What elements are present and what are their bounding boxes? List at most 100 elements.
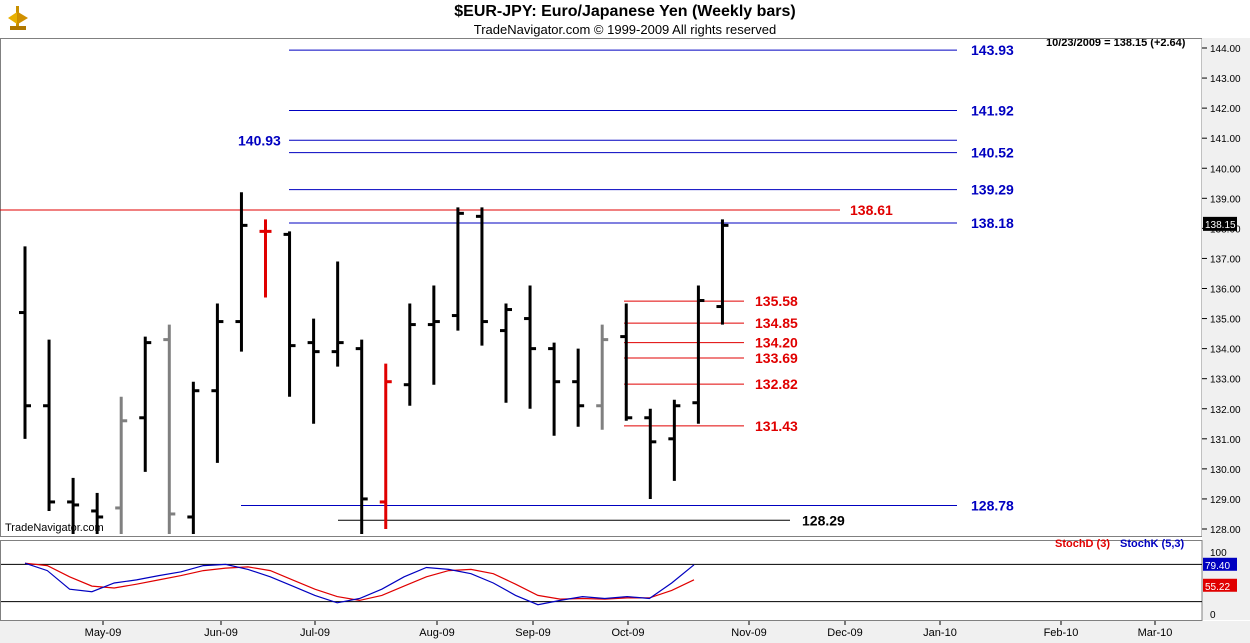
price-axis: 128.00 129.00 130.00 131.00 132.00 133.00 134.… xyxy=(1202,44,1241,536)
ohlc-bar xyxy=(115,396,128,534)
stochD-line xyxy=(24,562,695,602)
y-tick-label: 134.00 xyxy=(1210,345,1241,356)
ohlc-bar xyxy=(91,492,104,534)
stochK-line xyxy=(24,562,695,606)
time-axis-background xyxy=(0,621,1250,643)
ohlc-bar xyxy=(235,192,248,352)
ohlc-bar xyxy=(427,285,440,385)
ohlc-bar xyxy=(43,339,56,511)
level-label: 131.43 xyxy=(755,418,798,434)
ohlc-bar xyxy=(19,246,31,439)
x-tick-label: Jul-09 xyxy=(300,627,330,639)
y-tick-label: 131.00 xyxy=(1210,435,1241,446)
x-tick-label: Jan-10 xyxy=(923,627,957,639)
ohlc-bar xyxy=(644,408,657,499)
y-tick-label: 128.00 xyxy=(1210,525,1241,536)
stochD-value-box xyxy=(1203,578,1237,592)
ohlc-bar xyxy=(620,303,633,421)
level-label: 134.20 xyxy=(755,335,798,351)
ohlc-bars xyxy=(19,192,729,534)
ohlc-bar xyxy=(331,261,344,367)
stoch-panel-frame xyxy=(0,540,1203,621)
y-tick-label: 141.00 xyxy=(1210,134,1241,145)
ohlc-bar xyxy=(163,324,176,534)
stochD-legend: StochD (3) xyxy=(1055,538,1110,550)
level-label: 132.82 xyxy=(755,376,798,392)
ohlc-bar xyxy=(283,231,296,397)
stoch-tick-label: 0 xyxy=(1210,610,1216,621)
ohlc-bar xyxy=(187,381,200,534)
y-tick-label: 140.00 xyxy=(1210,164,1241,175)
x-tick-label: Feb-10 xyxy=(1044,627,1079,639)
x-tick-label: May-09 xyxy=(85,627,122,639)
y-tick-label: 129.00 xyxy=(1210,495,1241,506)
level-label: 138.61 xyxy=(850,202,893,218)
grid xyxy=(0,38,1250,643)
watermark: TradeNavigator.com xyxy=(5,522,104,534)
ohlc-bar xyxy=(524,285,537,409)
stoch-tick-label: 100 xyxy=(1210,548,1227,559)
ohlc-bar xyxy=(379,363,392,529)
ohlc-bar xyxy=(211,303,224,463)
ohlc-bar xyxy=(692,285,705,424)
ohlc-bar xyxy=(716,219,729,325)
level-label: 128.29 xyxy=(802,512,845,528)
level-label: 135.58 xyxy=(755,293,798,309)
level-label: 143.93 xyxy=(971,42,1014,58)
price-levels: 143.93 141.92 140.93 140.52 139.29 138.61 138.… xyxy=(0,42,1014,528)
y-tick-label: 137.00 xyxy=(1210,254,1241,265)
trade-navigator-logo xyxy=(4,4,32,39)
y-tick-label: 132.00 xyxy=(1210,405,1241,416)
stochD-value: 55.22 xyxy=(1205,582,1230,593)
price-panel-frame xyxy=(0,38,1203,537)
stochK-value-box xyxy=(1203,557,1237,571)
level-label: 133.69 xyxy=(755,350,798,366)
last-price-label: 138.15 xyxy=(1205,220,1236,231)
stochK-legend: StochK (5,3) xyxy=(1120,538,1185,550)
x-tick-label: Oct-09 xyxy=(611,627,644,639)
y-tick-label: 135.00 xyxy=(1210,315,1241,326)
y-tick-label: 130.00 xyxy=(1210,465,1241,476)
ohlc-bar xyxy=(668,399,681,481)
last-price-box xyxy=(1203,216,1237,231)
x-tick-label: Jun-09 xyxy=(204,627,238,639)
y-tick-label: 143.00 xyxy=(1210,74,1241,85)
ohlc-bar xyxy=(307,318,320,424)
y-tick-label: 142.00 xyxy=(1210,104,1241,115)
chart-subtitle: TradeNavigator.com © 1999-2009 All right… xyxy=(473,22,777,37)
axis-background xyxy=(1202,38,1250,620)
ohlc-bar xyxy=(548,342,561,436)
y-tick-label: 136.00 xyxy=(1210,285,1241,296)
stochK-value: 79.40 xyxy=(1205,561,1230,572)
y-tick-label: 139.00 xyxy=(1210,194,1241,205)
ohlc-bar xyxy=(67,477,80,534)
ohlc-bar xyxy=(403,303,416,406)
ohlc-bar xyxy=(259,219,272,298)
level-label: 128.78 xyxy=(971,498,1014,514)
level-label: 140.52 xyxy=(971,145,1014,161)
x-tick-label: Sep-09 xyxy=(515,627,550,639)
ohlc-bar xyxy=(451,207,464,331)
y-tick-label: 144.00 xyxy=(1210,44,1241,55)
level-label: 138.18 xyxy=(971,215,1014,231)
level-label: 141.92 xyxy=(971,103,1014,119)
ohlc-bar xyxy=(139,336,152,472)
ohlc-bar xyxy=(596,324,609,430)
y-tick-label: 133.00 xyxy=(1210,375,1241,386)
x-tick-label: Dec-09 xyxy=(827,627,862,639)
last-quote: 10/23/2009 = 138.15 (+2.64) xyxy=(1046,37,1186,49)
ohlc-bar xyxy=(572,348,585,427)
level-label: 140.93 xyxy=(238,132,281,148)
ohlc-bar xyxy=(500,303,512,403)
time-axis: May-09 Jun-09 Jul-09 Aug-09 Sep-09 Oct-09 Nov-… xyxy=(85,621,1173,639)
x-tick-label: Mar-10 xyxy=(1138,627,1173,639)
level-label: 139.29 xyxy=(971,182,1014,198)
chart-title: $EUR-JPY: Euro/Japanese Yen (Weekly bars… xyxy=(454,3,796,20)
x-tick-label: Nov-09 xyxy=(731,627,766,639)
level-label: 134.85 xyxy=(755,315,798,331)
ohlc-bar xyxy=(355,339,368,534)
x-tick-label: Aug-09 xyxy=(419,627,454,639)
